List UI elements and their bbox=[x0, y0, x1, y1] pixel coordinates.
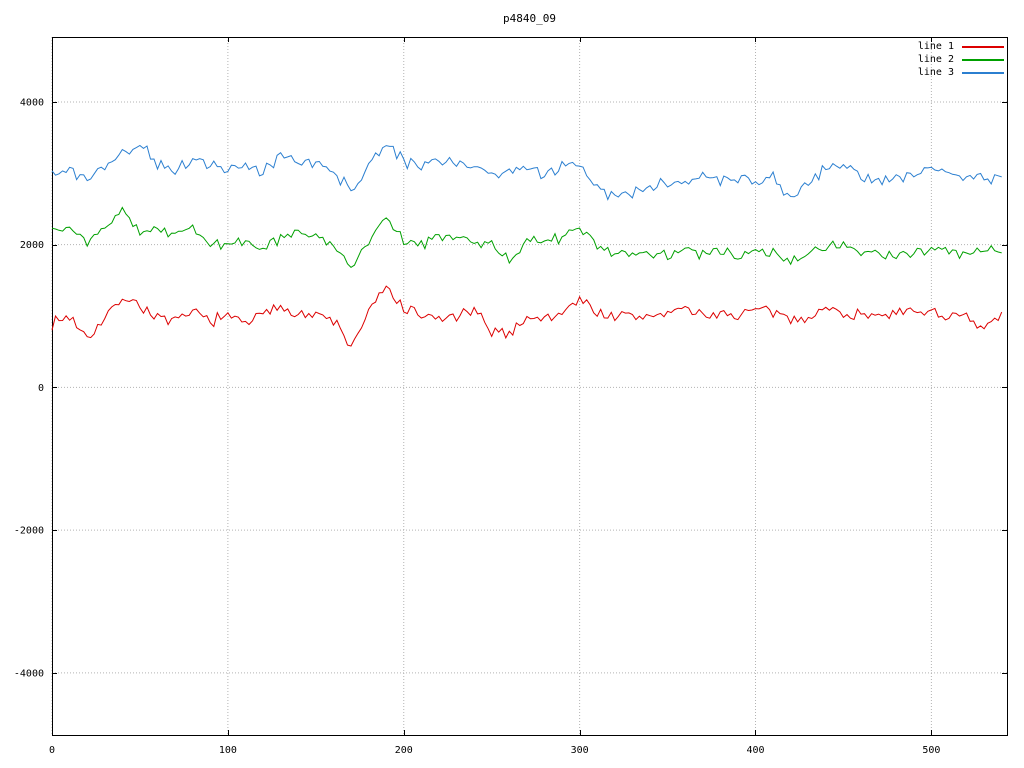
x-tick-label: 500 bbox=[922, 745, 940, 756]
legend-line-sample bbox=[962, 45, 1004, 48]
x-tick-label: 400 bbox=[746, 745, 764, 756]
plot-border bbox=[52, 37, 1008, 736]
x-tick-label: 0 bbox=[49, 745, 55, 756]
legend-label: line 3 bbox=[917, 67, 954, 78]
legend-item: line 1 bbox=[918, 40, 1004, 53]
series-line-1 bbox=[51, 285, 1003, 347]
series-line-2 bbox=[51, 206, 1002, 269]
y-tick-label: 4000 bbox=[20, 97, 44, 108]
x-tick-label: 100 bbox=[219, 745, 237, 756]
legend-item: line 2 bbox=[918, 53, 1004, 66]
y-tick-label: 0 bbox=[38, 383, 44, 394]
chart-title: p4840_09 bbox=[503, 12, 556, 25]
legend-line-sample bbox=[962, 58, 1004, 61]
legend-line-sample bbox=[962, 71, 1004, 74]
legend: line 1 line 2 line 3 bbox=[918, 40, 1004, 79]
y-tick-label: 2000 bbox=[20, 240, 44, 251]
legend-label: line 1 bbox=[917, 41, 954, 52]
y-tick-label: -2000 bbox=[14, 526, 44, 537]
y-tick-label: -4000 bbox=[14, 668, 44, 679]
legend-label: line 2 bbox=[917, 54, 954, 65]
x-tick-label: 200 bbox=[395, 745, 413, 756]
x-tick-label: 300 bbox=[571, 745, 589, 756]
series-line-3 bbox=[51, 144, 1002, 201]
legend-item: line 3 bbox=[918, 66, 1004, 79]
